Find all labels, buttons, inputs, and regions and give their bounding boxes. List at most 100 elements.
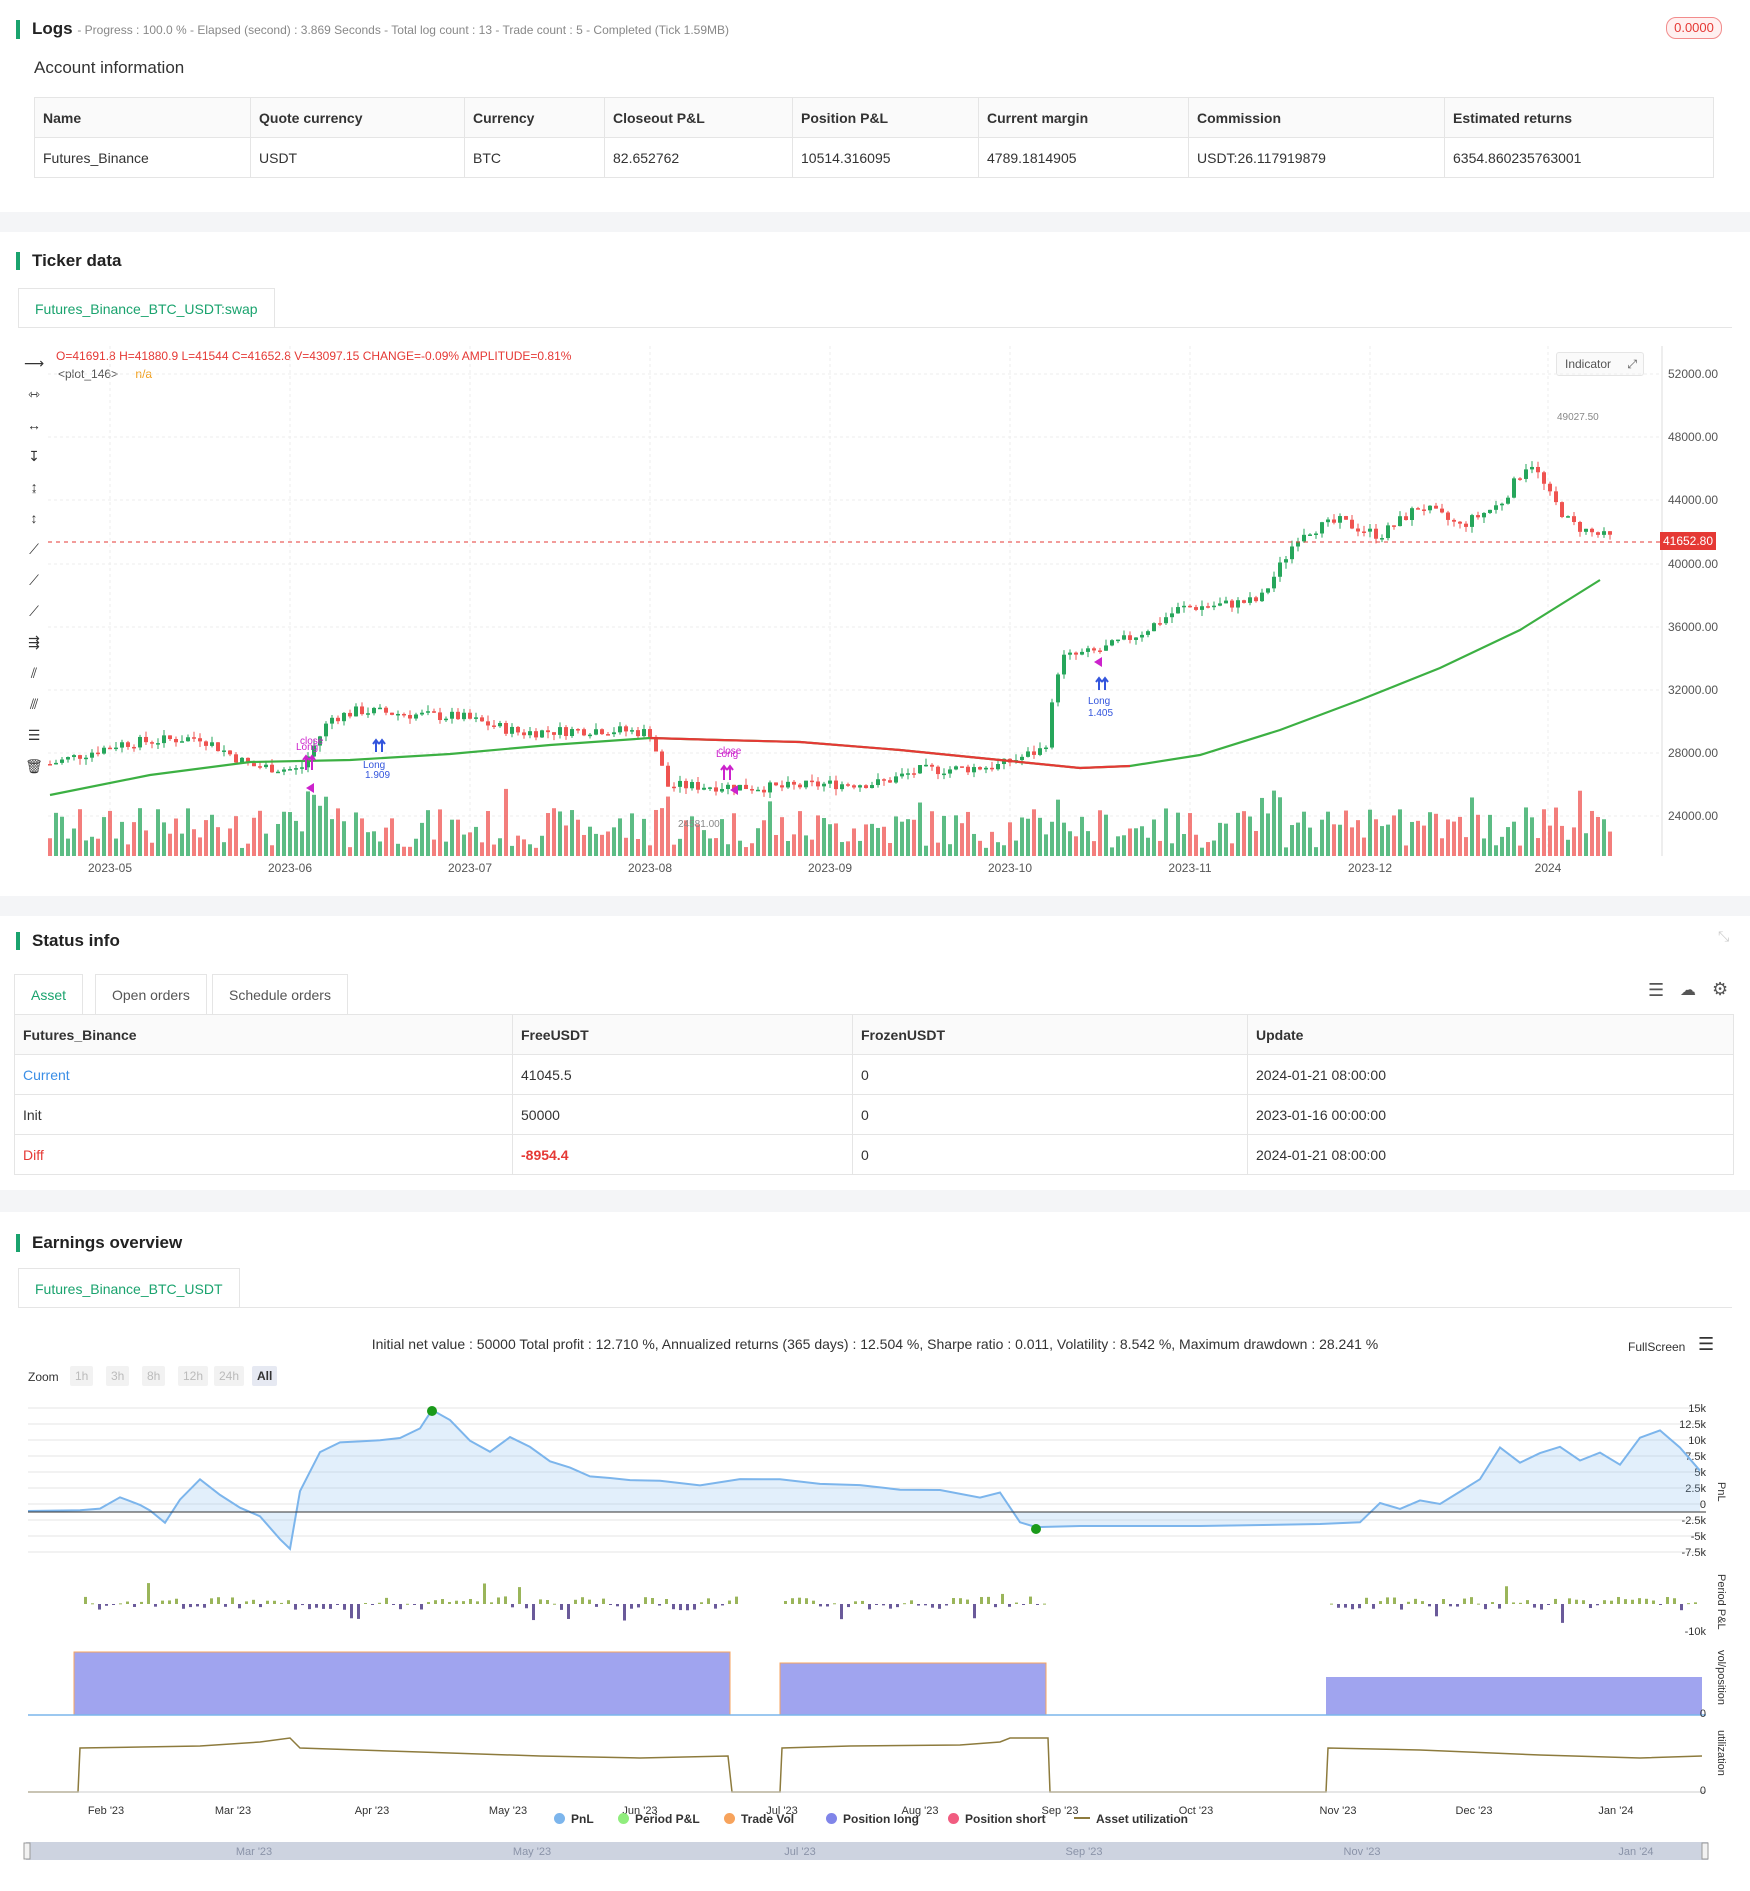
candle-body: [114, 747, 118, 750]
period-pnl-bar: [357, 1604, 360, 1619]
ray-line-icon[interactable]: ⟋: [29, 572, 39, 588]
period-pnl-bar: [1519, 1602, 1522, 1604]
fullscreen-button[interactable]: FullScreen: [1628, 1340, 1685, 1354]
period-pnl-bar: [924, 1604, 927, 1606]
zoom-12h-button[interactable]: 12h: [178, 1366, 209, 1386]
volume-bar: [1272, 790, 1276, 856]
navigator-bar[interactable]: [26, 1842, 1708, 1860]
logs-badge: 0.0000: [1666, 17, 1722, 39]
zoom-8h-button[interactable]: 8h: [142, 1366, 166, 1386]
legend-item[interactable]: Asset utilization: [1074, 1812, 1188, 1826]
candle-body: [780, 785, 784, 788]
period-pnl-bar: [903, 1603, 906, 1605]
horizontal-line-icon[interactable]: ⇿: [28, 386, 40, 402]
volume-bar: [1116, 836, 1120, 856]
price-tick: 28000.00: [1668, 746, 1718, 760]
zoom-1h-button[interactable]: 1h: [70, 1366, 94, 1386]
volume-bar: [222, 842, 226, 856]
menu-icon[interactable]: ☰: [1698, 1334, 1715, 1354]
parallel-channel-icon[interactable]: ⫽: [30, 665, 38, 681]
volume-bar: [396, 843, 400, 856]
volume-bar: [930, 811, 934, 856]
account-header: Name: [34, 97, 251, 138]
period-pnl-bar: [1554, 1598, 1557, 1604]
zoom-24h-button[interactable]: 24h: [214, 1366, 245, 1386]
volume-bar: [942, 815, 946, 856]
zoom-3h-button[interactable]: 3h: [106, 1366, 130, 1386]
candle-body: [744, 784, 748, 790]
vertical-segment-icon[interactable]: ↕: [30, 510, 38, 526]
legend-item[interactable]: Period P&L: [618, 1812, 700, 1826]
volume-bar: [1098, 810, 1102, 856]
volume-bar: [1584, 833, 1588, 856]
tab-schedule-orders[interactable]: Schedule orders: [212, 974, 348, 1014]
account-cell: USDT: [250, 137, 465, 178]
account-cell: Futures_Binance: [34, 137, 251, 178]
volume-bar: [1014, 840, 1018, 856]
period-pnl-bar: [616, 1604, 619, 1607]
horizontal-segment-icon[interactable]: ↔: [27, 417, 41, 433]
period-pnl-bar: [238, 1604, 241, 1609]
fib-fan-icon[interactable]: ⫻: [29, 696, 39, 712]
zoom-all-button[interactable]: All: [252, 1366, 278, 1386]
volume-bar: [1176, 812, 1180, 856]
period-pnl-bar: [133, 1604, 136, 1607]
candle-body: [1488, 509, 1492, 513]
legend-item[interactable]: Trade Vol: [724, 1812, 794, 1826]
volume-bar: [624, 837, 628, 856]
collapse-icon[interactable]: ⤡: [1718, 928, 1730, 944]
horizontal-ray-icon[interactable]: ⟶: [24, 355, 45, 371]
legend-item[interactable]: Position long: [826, 1812, 919, 1826]
navigator-tick: Jul '23: [784, 1846, 815, 1858]
volume-bar: [1572, 827, 1576, 856]
fib-lines-icon[interactable]: ☰: [27, 727, 41, 743]
volume-bar: [738, 840, 742, 856]
tab-open-orders[interactable]: Open orders: [95, 974, 207, 1014]
period-pnl-bar: [182, 1604, 185, 1609]
candle-body: [720, 788, 724, 792]
close-arrow-icon: [302, 754, 316, 770]
signal-close-label: close: [300, 736, 324, 747]
candle-body: [942, 773, 946, 776]
navigator-handle-right[interactable]: [1701, 1842, 1709, 1860]
period-pnl-bar: [378, 1602, 381, 1604]
volume-bar: [186, 808, 190, 856]
cloud-download-icon[interactable]: ☁: [1680, 982, 1696, 999]
legend-item[interactable]: Position short: [948, 1812, 1046, 1826]
settings-gear-icon[interactable]: ⚙: [1712, 979, 1729, 999]
price-axis-labels: 52000.00 48000.00 44000.00 40000.00 36000.00…: [1668, 367, 1718, 823]
tab-asset[interactable]: Asset: [14, 974, 84, 1014]
candle-body: [756, 789, 760, 792]
vertical-ray-icon[interactable]: ↧: [28, 448, 40, 464]
volume-bar: [1554, 807, 1558, 856]
candle-body: [1260, 592, 1264, 602]
navigator-tick: Nov '23: [1344, 1846, 1381, 1858]
tab-ticker-symbol[interactable]: Futures_Binance_BTC_USDT:swap: [18, 288, 275, 328]
period-pnl-bar: [147, 1583, 150, 1604]
volume-bar: [1062, 822, 1066, 856]
candle-body: [876, 779, 880, 786]
volume-bar: [1290, 825, 1294, 856]
indicator-button[interactable]: Indicator ⤢: [1556, 352, 1644, 376]
legend-item[interactable]: PnL: [554, 1812, 594, 1826]
navigator-handle-left[interactable]: [23, 1842, 31, 1860]
segment-line-icon[interactable]: ⟋: [29, 603, 39, 619]
trash-icon[interactable]: 🗑: [25, 758, 43, 774]
period-pnl-bar: [896, 1604, 899, 1608]
price-range-icon[interactable]: ⇶: [28, 634, 40, 650]
expand-icon[interactable]: ⤢: [1627, 357, 1637, 371]
period-pnl-bar: [1659, 1604, 1662, 1605]
vertical-line-icon[interactable]: ↨: [30, 479, 38, 495]
period-pnl-bar: [854, 1601, 857, 1604]
candle-body: [1560, 502, 1564, 518]
trend-line-icon[interactable]: ⟋: [29, 541, 39, 557]
candle-body: [666, 765, 670, 787]
period-pnl-bar: [490, 1602, 493, 1604]
list-icon[interactable]: ☰: [1648, 980, 1665, 1000]
period-pnl-bar: [637, 1604, 640, 1608]
period-pnl-bar: [273, 1600, 276, 1604]
account-row: Futures_Binance USDT BTC 82.652762 10514…: [34, 137, 1714, 178]
tab-earnings-symbol[interactable]: Futures_Binance_BTC_USDT: [18, 1268, 240, 1308]
period-pnl-bar: [826, 1604, 829, 1607]
axis-titles: PnL Period P&L vol/position utilization: [1715, 1482, 1727, 1776]
